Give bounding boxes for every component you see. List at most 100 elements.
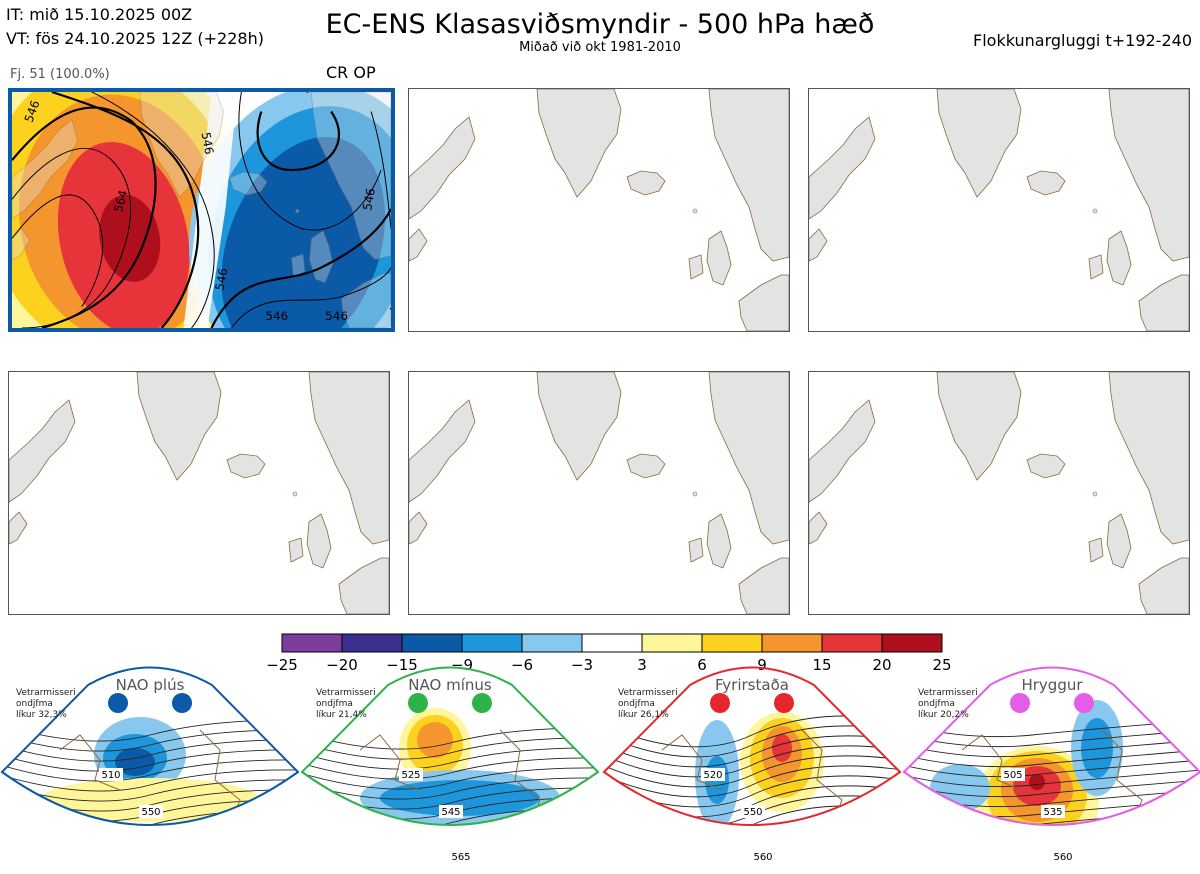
scandinavia <box>708 372 789 545</box>
height-contour <box>12 106 157 328</box>
initial-time: IT: mið 15.10.2025 00Z <box>6 5 193 24</box>
regime-contour <box>604 745 900 778</box>
height-contour <box>370 111 391 229</box>
regime-map: 520 550 560 <box>602 666 902 863</box>
ireland <box>1088 537 1104 563</box>
scandinavia <box>308 372 389 545</box>
regime-contour-label: 565 <box>451 852 470 863</box>
basemap <box>9 372 389 614</box>
land-layer <box>9 372 389 614</box>
great-britain <box>306 513 332 569</box>
regime-contour-label: 505 <box>1003 770 1022 781</box>
regime-blocking: 520 550 560 Fyrirstaða Vetrarmisseri ondjf… <box>602 630 902 870</box>
scandinavia <box>310 92 391 261</box>
regime-dot-left <box>408 693 428 713</box>
chart-title: EC-ENS Klasasviðsmyndir - 500 hPa hæð <box>325 9 875 40</box>
colorbar-tick-label: 9 <box>757 656 767 674</box>
regime-fill-layer <box>300 708 600 849</box>
regime-dot-left <box>108 693 128 713</box>
colorbar-tick-label: 15 <box>812 656 832 674</box>
europe <box>338 557 389 614</box>
europe <box>1138 557 1189 614</box>
regime-label-bg <box>1041 805 1065 818</box>
regime-contour <box>604 755 900 788</box>
colorbar-tick-label: −20 <box>326 656 358 674</box>
europe <box>1138 274 1189 331</box>
scandinavia <box>1108 89 1189 262</box>
regime-contour <box>904 739 1200 758</box>
ireland <box>288 537 304 563</box>
regime-contour <box>904 729 1200 748</box>
labrador-land <box>9 511 28 545</box>
greenland <box>936 372 1022 481</box>
regime-dot-right <box>1074 693 1094 713</box>
regime-name: NAO mínus <box>408 676 492 694</box>
contour-label: 546 <box>265 309 288 323</box>
regime-ridge: 505 535 560 Hryggur Vetrarmisseri ondjfma … <box>902 630 1200 870</box>
regime-map: 525 545 565 <box>300 666 600 863</box>
iceland <box>1026 453 1066 479</box>
colorbar-tick-label: 20 <box>872 656 892 674</box>
labrador-land <box>409 511 428 545</box>
regime-label-bg <box>139 805 163 818</box>
cluster-member-count: Fj. 51 (100.0%) <box>10 67 110 82</box>
regime-contour <box>904 779 1200 798</box>
colorbar-swatch <box>881 633 943 653</box>
ireland <box>688 537 704 563</box>
europe <box>738 274 789 331</box>
faroe-islands <box>692 491 698 497</box>
regime-label-bg <box>701 768 725 781</box>
regime-contour <box>302 727 598 750</box>
ireland <box>1088 254 1104 280</box>
regime-outline <box>0 666 300 826</box>
valid-time: VT: fös 24.10.2025 12Z (+228h) <box>6 29 264 48</box>
neutral-band <box>183 92 238 328</box>
colorbar-tick-label: −25 <box>266 656 298 674</box>
cluster-panel-6[interactable] <box>808 371 1190 615</box>
regime-contour <box>2 759 298 782</box>
great-britain <box>1106 513 1132 569</box>
colorbar-tick-label: −6 <box>510 656 534 674</box>
cluster-panel-1[interactable]: 54654656454654653454654652 <box>8 88 395 332</box>
cluster-panel-5[interactable] <box>408 371 790 615</box>
regime-anomaly-blob <box>115 748 155 776</box>
iceland <box>226 453 266 479</box>
regime-probability: Vetrarmisseri ondjfma líkur 26,1% <box>618 688 678 720</box>
height-contour <box>12 148 132 328</box>
regime-name: Fyrirstaða <box>715 676 789 694</box>
great-britain <box>706 513 732 569</box>
contour-label: 564 <box>111 189 131 214</box>
chart-subtitle: Miðað við okt 1981-2010 <box>519 40 681 55</box>
regime-contour-label: 545 <box>441 807 460 818</box>
contour-label: 546 <box>325 309 348 323</box>
regime-fill-layer <box>2 717 298 825</box>
regime-contour <box>904 749 1200 768</box>
cluster-panel-4[interactable] <box>8 371 390 615</box>
greenland <box>136 372 222 481</box>
regime-label-bg <box>1051 850 1075 863</box>
regime-label-bg <box>449 850 473 863</box>
regime-fill-layer <box>604 712 900 825</box>
regime-dot-right <box>172 693 192 713</box>
height-contour <box>210 208 391 328</box>
regime-contour <box>300 828 600 849</box>
baffin-land <box>809 399 876 503</box>
colorbar <box>281 633 943 653</box>
iceland <box>626 453 666 479</box>
regime-outline <box>602 666 902 826</box>
basemap <box>809 372 1189 614</box>
height-contour <box>238 92 382 231</box>
regime-contour <box>904 759 1200 778</box>
cluster-panel-3[interactable] <box>808 88 1190 332</box>
regime-contour-label: 560 <box>1053 852 1072 863</box>
height-contour <box>91 92 215 328</box>
regime-contour-label: 525 <box>401 770 420 781</box>
cluster-panel-2[interactable] <box>408 88 790 332</box>
ireland <box>688 254 704 280</box>
anomaly-plus-20 <box>99 194 161 282</box>
scandinavia <box>708 89 789 262</box>
regime-probability: Vetrarmisseri ondjfma líkur 20,2% <box>918 688 978 720</box>
regime-contour <box>2 729 298 752</box>
cluster-anomaly-map: 54654656454654653454654652 <box>12 92 391 328</box>
faroe-islands <box>294 208 300 214</box>
